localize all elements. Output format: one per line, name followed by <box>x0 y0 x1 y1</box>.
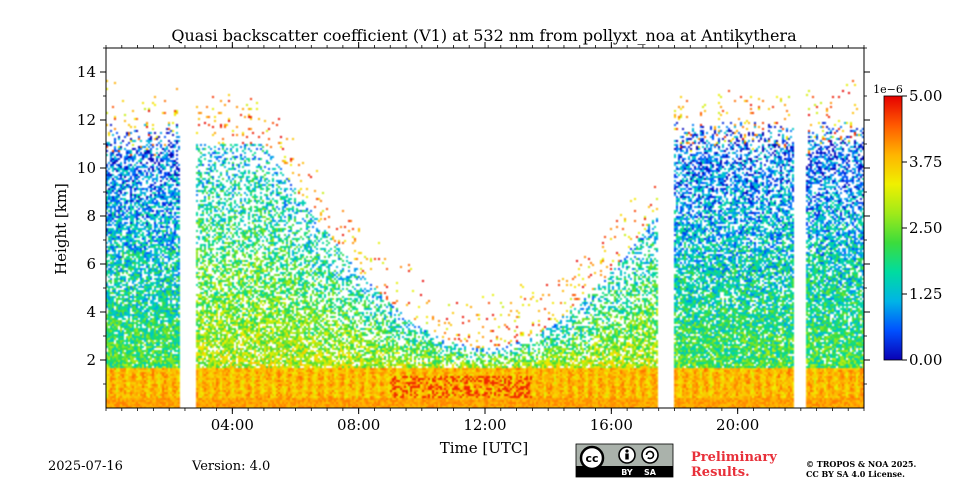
colorbar-tick-label-2: 2.50 <box>909 219 942 237</box>
x-tick-label-0: 04:00 <box>211 416 254 434</box>
sa-label: SA <box>644 468 657 477</box>
footer-date: 2025-07-16 <box>48 459 123 474</box>
footer-version: Version: 4.0 <box>191 459 270 474</box>
x-axis: 04:00 08:00 12:00 16:00 20:00 <box>105 42 865 434</box>
colorbar-exponent: 1e−6 <box>873 83 903 96</box>
sa-icon-arrow <box>645 450 655 460</box>
y-axis: 2 4 6 8 10 12 14 <box>77 47 870 385</box>
colorbar-tick-label-0: 0.00 <box>909 351 942 369</box>
x-tick-label-4: 20:00 <box>716 416 759 434</box>
colorbar-tick-label-3: 3.75 <box>909 153 942 171</box>
copyright-line-1: © TROPOS & NOA 2025. <box>806 459 916 469</box>
y-tick-label-3: 8 <box>86 207 96 225</box>
x-tick-label-1: 08:00 <box>337 416 380 434</box>
y-tick-label-4: 10 <box>77 159 96 177</box>
y-tick-label-1: 4 <box>86 303 96 321</box>
y-tick-label-0: 2 <box>86 351 96 369</box>
cc-icon-text: cc <box>585 452 598 465</box>
y-tick-label-2: 6 <box>86 255 96 273</box>
y-axis-label: Height [km] <box>52 183 70 275</box>
preliminary-line-2: Results. <box>691 465 750 480</box>
x-axis-label: Time [UTC] <box>440 439 529 457</box>
by-icon-body <box>625 453 629 460</box>
colorbar-gradient <box>883 95 903 361</box>
cc-license-badge: cc BY SA <box>575 443 674 478</box>
plot-area <box>105 47 865 409</box>
by-label: BY <box>621 468 633 477</box>
y-tick-label-6: 14 <box>77 63 96 81</box>
colorbar-ticks: 0.00 1.25 2.50 3.75 5.00 <box>902 87 942 369</box>
x-tick-label-3: 16:00 <box>590 416 633 434</box>
x-tick-label-2: 12:00 <box>463 416 506 434</box>
copyright-line-2: CC BY SA 4.0 License. <box>806 469 905 479</box>
heatmap-image <box>106 48 864 408</box>
sa-icon <box>641 446 659 464</box>
by-icon-head <box>625 449 629 453</box>
preliminary-line-1: Preliminary <box>691 450 777 465</box>
colorbar-tick-label-4: 5.00 <box>909 87 942 105</box>
y-tick-label-5: 12 <box>77 111 96 129</box>
chart-title: Quasi backscatter coefficient (V1) at 53… <box>171 26 797 45</box>
cc-icon <box>579 445 605 471</box>
colorbar: 1e−6 0.00 1.25 2.50 3.75 5.00 <box>873 83 942 369</box>
colorbar-tick-label-1: 1.25 <box>909 285 942 303</box>
